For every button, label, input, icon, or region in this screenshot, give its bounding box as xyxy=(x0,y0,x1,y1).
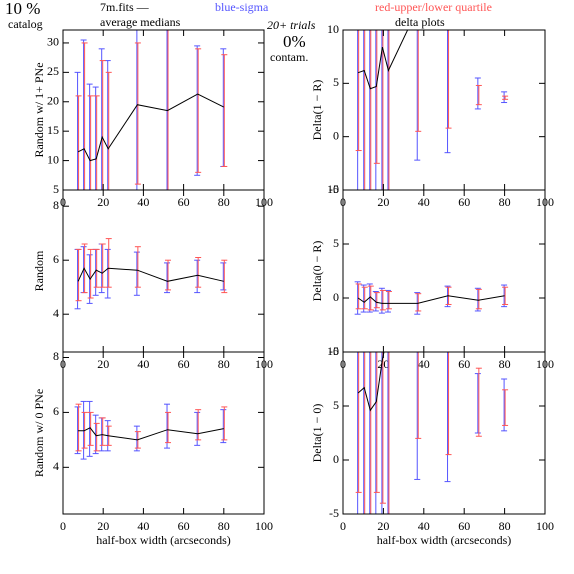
x-tick-label: 20 xyxy=(377,519,389,533)
axes-frame xyxy=(342,189,546,353)
x-tick-label: 80 xyxy=(499,519,511,533)
y-tick-label: 25 xyxy=(47,64,59,78)
x-tick-label: 0 xyxy=(60,519,66,533)
y-tick-label: 15 xyxy=(47,123,59,137)
plot-area xyxy=(355,30,509,190)
axes-frame xyxy=(62,189,265,353)
x-tick-label: 80 xyxy=(218,195,230,209)
median-line xyxy=(78,427,224,441)
y-tick-label: 5 xyxy=(333,236,339,250)
trials-label: 20+ trials xyxy=(267,18,316,32)
y-tick-label: 4 xyxy=(53,306,59,320)
x-tick-label: 80 xyxy=(218,519,230,533)
y-axis-label: Random w/ 1+ PNe xyxy=(32,62,46,157)
x-tick-label: 80 xyxy=(499,357,511,371)
axes-frame xyxy=(342,351,546,515)
y-tick-label: 10 xyxy=(327,344,339,358)
y-tick-label: 0 xyxy=(333,452,339,466)
y-tick-label: 6 xyxy=(53,404,59,418)
y-tick-label: 8 xyxy=(53,349,59,363)
y-tick-label: 5 xyxy=(333,75,339,89)
delta-label: delta plots xyxy=(395,15,445,29)
x-tick-label: 80 xyxy=(218,357,230,371)
x-tick-label: 40 xyxy=(418,357,430,371)
x-tick-label: 40 xyxy=(137,357,149,371)
median-line xyxy=(77,93,225,162)
x-tick-label: 20 xyxy=(97,357,109,371)
y-tick-label: 5 xyxy=(333,398,339,412)
plot-area xyxy=(74,400,228,460)
plot-area xyxy=(74,238,228,310)
median-line xyxy=(357,295,505,304)
legend-blue: blue-sigma xyxy=(215,0,269,14)
x-tick-label: 60 xyxy=(458,195,470,209)
x-tick-label: 20 xyxy=(97,519,109,533)
contam-percent: 0% xyxy=(283,32,306,51)
y-tick-label: 30 xyxy=(47,35,59,49)
y-tick-label: 8 xyxy=(53,198,59,212)
x-tick-label: 20 xyxy=(377,357,389,371)
x-tick-label: 60 xyxy=(458,519,470,533)
y-tick-label: 10 xyxy=(327,22,339,36)
median-line xyxy=(357,352,385,412)
x-tick-label: 0 xyxy=(340,519,346,533)
legend-red: red-upper/lower quartile xyxy=(375,0,492,14)
y-tick-label: -5 xyxy=(329,344,339,358)
y-tick-label: 6 xyxy=(53,252,59,266)
y-axis-label: Random w/ 0 PNe xyxy=(32,389,46,477)
x-tick-label: 80 xyxy=(499,195,511,209)
y-tick-label: 10 xyxy=(327,182,339,196)
y-axis-label: Random xyxy=(32,250,46,291)
contam-label: contam. xyxy=(270,50,308,64)
y-axis-label: Delta(1 − 0) xyxy=(310,404,324,463)
x-tick-label: 60 xyxy=(178,195,190,209)
x-tick-label: 40 xyxy=(418,519,430,533)
y-tick-label: 20 xyxy=(47,94,59,108)
x-tick-label: 40 xyxy=(137,519,149,533)
x-tick-label: 40 xyxy=(137,195,149,209)
plot-area xyxy=(355,352,509,514)
x-axis-label: half-box width (arcseconds) xyxy=(377,533,512,547)
x-axis-label: half-box width (arcseconds) xyxy=(96,533,231,547)
median-line xyxy=(357,30,409,90)
y-tick-label: -5 xyxy=(329,506,339,520)
catalog-percent: 10 % xyxy=(5,0,40,18)
y-tick-label: -5 xyxy=(329,182,339,196)
x-tick-label: 40 xyxy=(418,195,430,209)
axes-frame xyxy=(62,351,265,515)
plot-area xyxy=(354,281,509,315)
x-tick-label: 20 xyxy=(97,195,109,209)
plot-area xyxy=(74,30,228,190)
y-tick-label: 5 xyxy=(53,182,59,196)
y-tick-label: 0 xyxy=(333,290,339,304)
axes-frame xyxy=(342,29,546,191)
y-tick-label: 4 xyxy=(53,459,59,473)
x-tick-label: 20 xyxy=(377,195,389,209)
x-tick-label: 100 xyxy=(255,519,273,533)
median-line xyxy=(77,267,224,282)
x-tick-label: 60 xyxy=(178,519,190,533)
x-tick-label: 60 xyxy=(458,357,470,371)
y-tick-label: 10 xyxy=(47,152,59,166)
file-name: 7m.fits — xyxy=(100,0,150,14)
catalog-label: catalog xyxy=(8,17,43,31)
y-tick-label: 0 xyxy=(333,128,339,142)
y-axis-label: Delta(1 − R) xyxy=(310,80,324,141)
x-tick-label: 60 xyxy=(178,357,190,371)
x-tick-label: 100 xyxy=(536,519,554,533)
y-axis-label: Delta(0 − R) xyxy=(310,241,324,302)
average-label: average medians xyxy=(100,15,181,29)
